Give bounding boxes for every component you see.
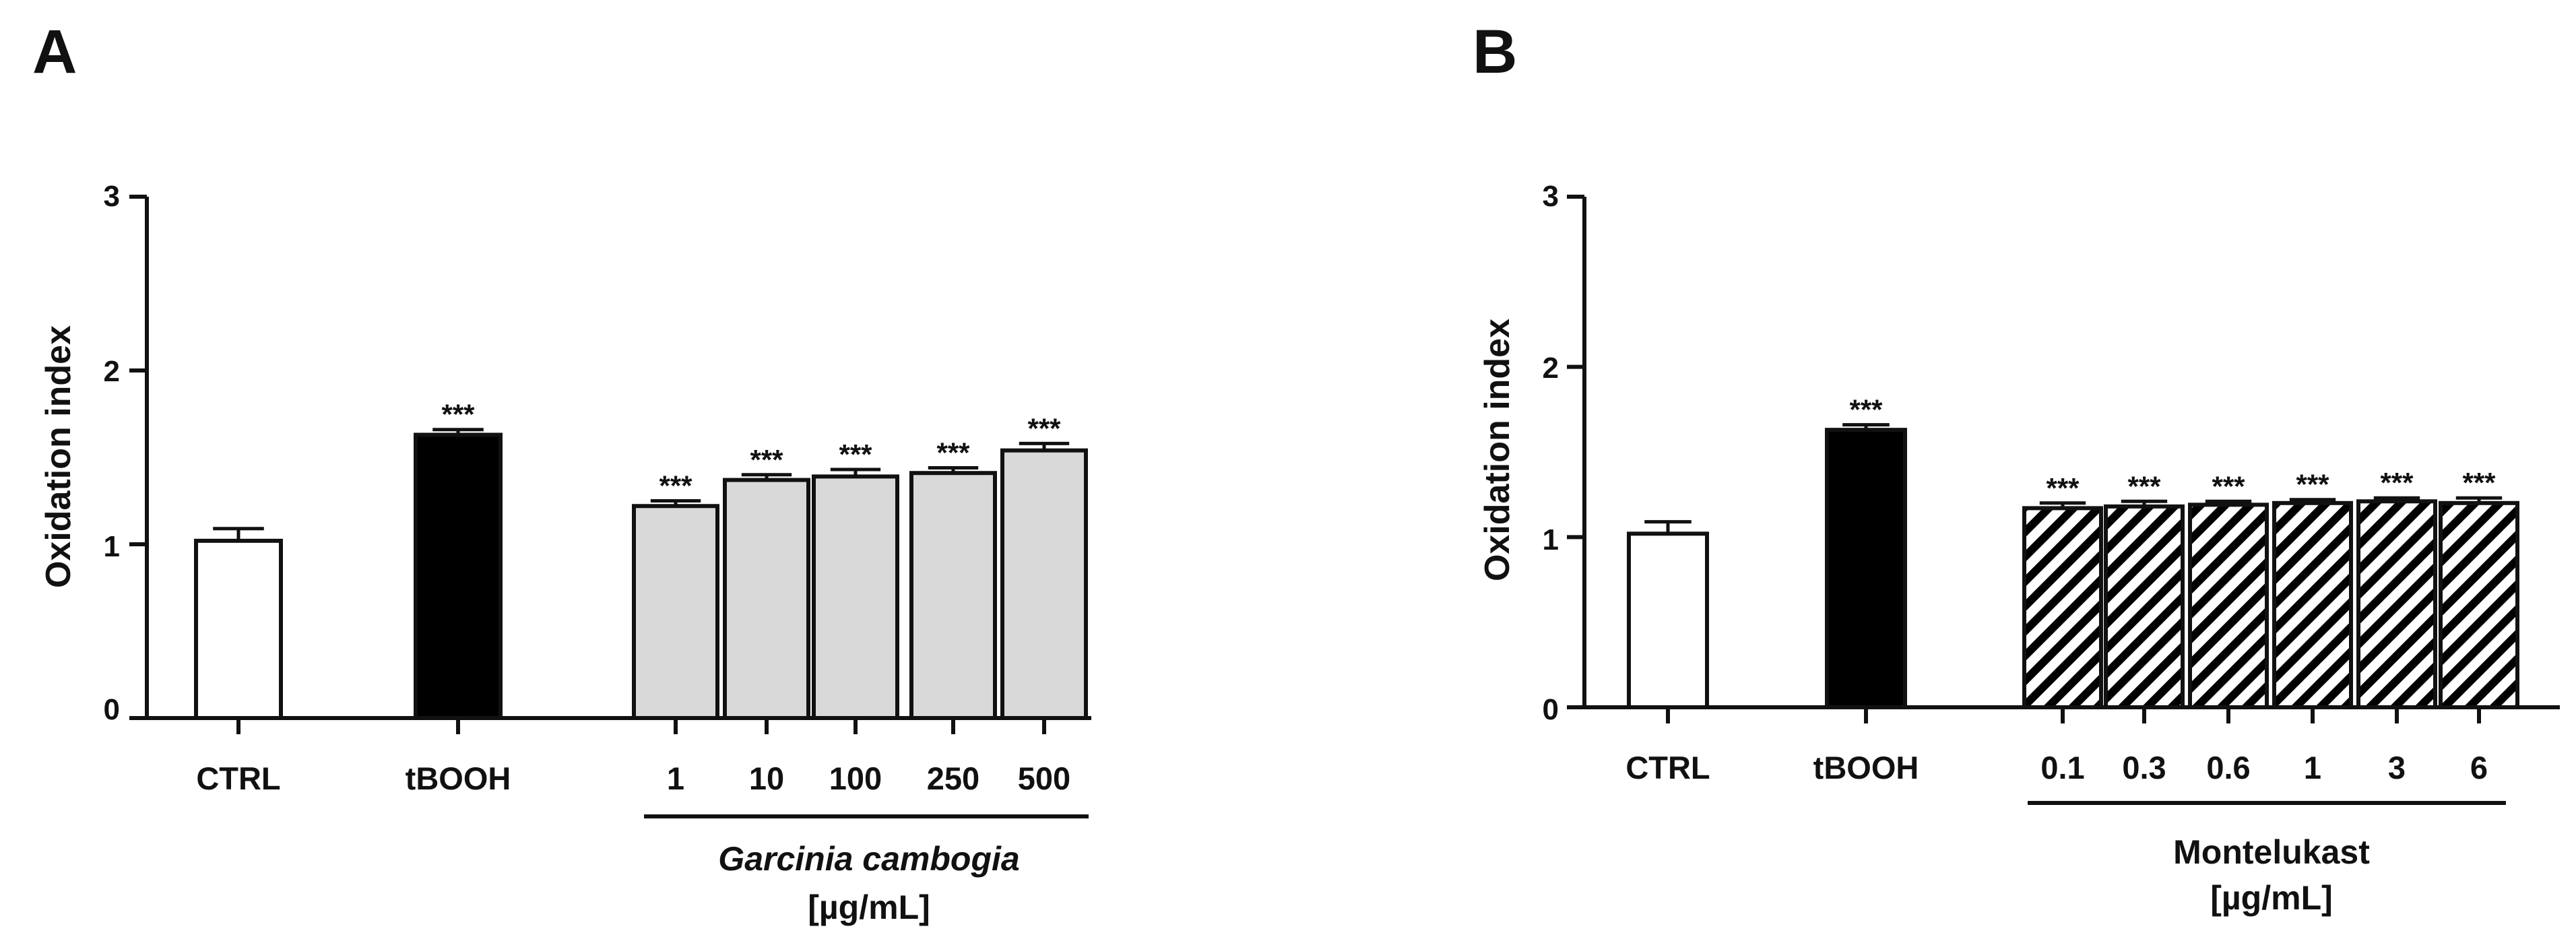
panel-b-category-label-0-1: 0.1 xyxy=(2040,750,2084,785)
panel-a-significance-label: *** xyxy=(750,444,783,476)
panel-a-category-label-1: 1 xyxy=(667,760,684,796)
panel-b-category-label-tbooh: tBOOH xyxy=(1813,750,1919,785)
panel-a-group-unit: [µg/mL] xyxy=(808,888,930,926)
panel-b-category-label-6: 6 xyxy=(2470,750,2488,785)
panel-b-significance-label: *** xyxy=(1849,394,1883,426)
panel-b-y-tick-label: 3 xyxy=(1543,180,1559,213)
panel-b-y-tick-label: 1 xyxy=(1543,523,1559,556)
panel-b-category-labels: CTRL tBOOH 0.1 0.3 0.6 1 3 6 xyxy=(1625,750,2488,785)
panel-a-group-label: Garcinia cambogia xyxy=(718,840,1019,878)
panel-b-y-axis-title: Oxidation index xyxy=(1478,319,1517,581)
panel-b: B Oxidation index 0 1 2 3 ****** *** *** **… xyxy=(1473,18,2560,917)
panel-b-bar xyxy=(2439,500,2519,709)
panel-a-bar xyxy=(909,471,997,720)
panel-a-plot-area: *** *** *** *** *** *** xyxy=(129,195,1091,734)
panel-b-category-label-1: 1 xyxy=(2304,750,2321,785)
panel-b-significance-label: *** xyxy=(2127,470,2161,502)
panel-a-bar xyxy=(1000,448,1088,720)
panel-a-significance-label: *** xyxy=(936,436,970,468)
panel-a-category-labels: CTRL tBOOH 1 10 100 250 500 xyxy=(196,760,1070,796)
panel-b-significance-label: *** xyxy=(2046,472,2080,504)
panel-a-category-label-tbooh: tBOOH xyxy=(406,760,511,796)
panel-a-y-tick-label: 2 xyxy=(104,355,120,388)
panel-b-category-label-0-3: 0.3 xyxy=(2122,750,2166,785)
panel-a-category-label-250: 250 xyxy=(927,760,979,796)
panel-a-category-label-100: 100 xyxy=(829,760,882,796)
panel-b-y-ticks: 0 1 2 3 xyxy=(1543,180,1559,726)
panel-a-significance-label: *** xyxy=(441,399,475,430)
panel-b-bar xyxy=(2272,500,2353,709)
panel-a: A Oxidation index 0 1 2 3 ********* *** **… xyxy=(32,18,1091,926)
panel-b-bar xyxy=(1825,428,1907,709)
panel-a-significance-label: *** xyxy=(1027,412,1061,444)
panel-a-category-label-500: 500 xyxy=(1018,760,1070,796)
panel-b-group-label: Montelukast xyxy=(2173,833,2370,871)
panel-b-label: B xyxy=(1473,18,1517,86)
panel-b-category-label-3: 3 xyxy=(2388,750,2406,785)
panel-a-significance-label: *** xyxy=(659,470,693,502)
panel-a-y-ticks: 0 1 2 3 xyxy=(104,180,120,726)
panel-b-bar xyxy=(2104,504,2185,709)
panel-a-bar xyxy=(194,538,283,721)
panel-b-bar xyxy=(2188,503,2269,709)
panel-a-significance-label: *** xyxy=(839,439,872,470)
panel-b-bar xyxy=(2356,499,2437,709)
panel-b-y-tick-label: 0 xyxy=(1543,693,1559,726)
panel-b-plot-area: *** *** *** *** *** *** *** xyxy=(1567,195,2560,723)
panel-a-category-label-10: 10 xyxy=(749,760,784,796)
panel-a-bar xyxy=(414,432,503,721)
panel-b-significance-label: *** xyxy=(2212,470,2245,502)
panel-b-significance-label: *** xyxy=(2380,467,2414,498)
panel-a-bar xyxy=(632,504,719,720)
panel-a-bar xyxy=(812,474,899,720)
panel-b-significance-label: *** xyxy=(2296,469,2329,500)
panel-b-group-unit: [µg/mL] xyxy=(2210,879,2333,917)
panel-a-label: A xyxy=(32,18,77,86)
panel-a-y-tick-label: 1 xyxy=(104,530,120,563)
panel-b-bar xyxy=(2022,506,2103,709)
panel-b-category-label-ctrl: CTRL xyxy=(1625,750,1710,785)
panel-a-bar xyxy=(723,478,810,720)
panel-b-y-tick-label: 2 xyxy=(1543,352,1559,385)
panel-a-category-label-ctrl: CTRL xyxy=(196,760,280,796)
panel-a-y-tick-label: 3 xyxy=(104,180,120,213)
panel-b-bar xyxy=(1627,531,1709,710)
panel-a-y-tick-label: 0 xyxy=(104,693,120,726)
panel-b-significance-label: *** xyxy=(2462,467,2496,498)
panel-b-category-label-0-6: 0.6 xyxy=(2206,750,2250,785)
panel-a-y-axis-title: Oxidation index xyxy=(39,325,78,588)
